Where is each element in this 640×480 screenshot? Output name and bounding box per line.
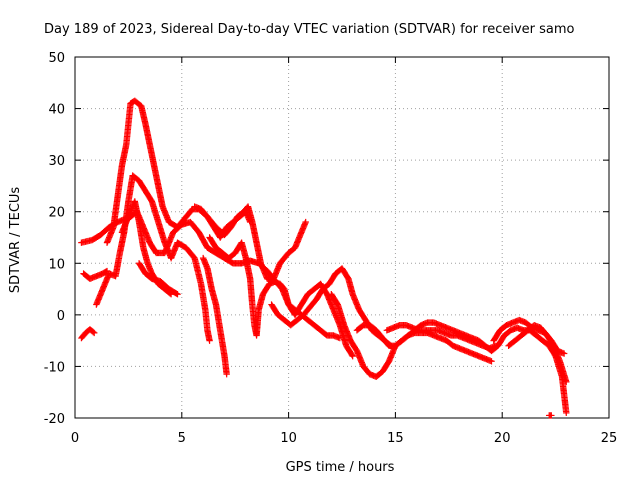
y-tick-label: -10 <box>44 360 65 375</box>
series-track-b <box>80 267 111 282</box>
data-point <box>246 218 254 226</box>
x-tick-label: 10 <box>280 431 297 446</box>
series-track-l <box>328 291 570 417</box>
axis-ticks: 0 5 10 15 20 25 -20 -10 0 10 20 30 40 50 <box>44 51 618 446</box>
x-axis-label: GPS time / hours <box>286 460 395 475</box>
series-track-j <box>206 234 344 342</box>
data-point <box>174 291 181 298</box>
series-track-n <box>383 321 499 352</box>
data-point <box>206 337 213 344</box>
y-tick-label: 50 <box>48 51 65 66</box>
chart-title: Day 189 of 2023, Sidereal Day-to-day VTE… <box>44 22 575 37</box>
series-track-m <box>353 321 495 365</box>
data-points <box>78 97 570 419</box>
y-axis-label: SDTVAR / TECUs <box>8 187 23 294</box>
series-track-p <box>505 321 570 386</box>
data-point <box>336 334 344 342</box>
y-tick-label: 10 <box>48 257 65 272</box>
y-tick-label: 0 <box>57 309 65 324</box>
series-track-e <box>103 97 356 360</box>
series-track-h <box>191 203 254 241</box>
y-tick-label: 20 <box>48 206 65 221</box>
data-point <box>560 350 568 357</box>
data-point <box>563 378 570 386</box>
series-track-i <box>199 254 230 378</box>
data-point <box>548 412 555 419</box>
data-point <box>89 328 97 336</box>
series-track-q <box>545 412 555 419</box>
y-tick-label: 40 <box>48 103 65 118</box>
data-point <box>302 218 309 226</box>
data-point <box>349 352 356 360</box>
x-tick-label: 0 <box>71 431 79 446</box>
data-point <box>91 329 98 337</box>
y-tick-label: -20 <box>44 412 65 427</box>
plot-frame <box>74 56 610 419</box>
data-point <box>102 268 110 275</box>
series-track-d <box>93 172 213 344</box>
x-tick-label: 15 <box>387 431 404 446</box>
y-tick-label: 30 <box>48 154 65 169</box>
data-point <box>173 290 180 297</box>
x-tick-label: 20 <box>494 431 511 446</box>
series-track-g <box>135 260 181 298</box>
grid <box>75 57 609 418</box>
series-track-c <box>78 326 98 342</box>
data-point <box>492 342 499 349</box>
data-point <box>563 409 570 417</box>
data-point <box>488 358 495 365</box>
data-point <box>223 370 230 378</box>
data-point <box>348 351 356 359</box>
x-tick-label: 25 <box>601 431 618 446</box>
x-tick-label: 5 <box>178 431 186 446</box>
